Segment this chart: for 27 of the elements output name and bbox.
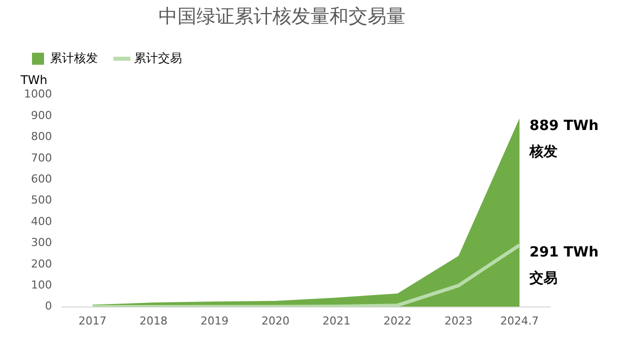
y-tick-label: 300 [30,236,52,250]
y-tick-label: 100 [30,278,52,292]
y-tick-label: 500 [30,194,52,207]
y-tick-label: 700 [30,151,52,164]
x-tick-label: 2017 [78,314,106,328]
annotation: 交易 [528,270,558,287]
x-tick-label: 2024.7 [500,314,539,328]
chart-title: 中国绿证累计核发量和交易量 [158,5,406,28]
y-tick-label: 900 [30,108,52,122]
y-tick-label: 1000 [24,88,52,101]
y-axis-title: TWh [20,72,48,87]
x-tick-label: 2022 [384,314,412,328]
legend-label: 累计核发 [50,50,98,65]
y-tick-label: 800 [30,130,52,144]
x-tick-label: 2021 [322,314,350,328]
y-tick-label: 600 [30,172,52,186]
y-tick-label: 400 [30,214,52,228]
legend-label: 累计交易 [134,50,182,65]
x-tick-label: 2018 [139,314,168,328]
x-tick-label: 2020 [261,314,290,328]
y-tick-label: 200 [30,257,52,270]
x-tick-label: 2023 [444,314,472,328]
x-tick-label: 2019 [200,314,228,328]
annotation: 291 TWh [530,244,599,261]
annotation: 889 TWh [530,118,599,134]
y-tick-label: 0 [44,300,52,313]
annotation: 核发 [528,144,558,160]
